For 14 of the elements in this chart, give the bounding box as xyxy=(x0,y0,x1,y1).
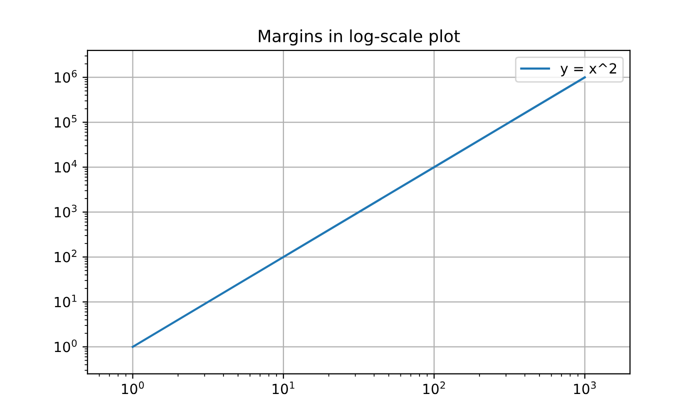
chart-title: Margins in log-scale plot xyxy=(258,29,460,46)
legend-label: y = x^2 xyxy=(560,63,616,76)
x-tick-label: 10$^{0}$ xyxy=(122,381,144,394)
x-tick-label: 10$^{2}$ xyxy=(423,381,445,394)
y-tick-label: 10$^{3}$ xyxy=(54,204,77,218)
y-tick-label: 10$^{1}$ xyxy=(54,294,76,308)
x-tick-label: 10$^{1}$ xyxy=(272,382,294,394)
x-tick-label: 10$^{3}$ xyxy=(574,381,596,394)
y-tick-label: 10$^{5}$ xyxy=(54,115,76,128)
y-tick-label: 10$^{6}$ xyxy=(54,70,77,83)
y-tick-label: 10$^{4}$ xyxy=(54,160,77,173)
y-tick-label: 10$^{2}$ xyxy=(54,250,76,262)
line-series xyxy=(132,76,586,348)
y-tick-label: 10$^{0}$ xyxy=(54,339,77,352)
